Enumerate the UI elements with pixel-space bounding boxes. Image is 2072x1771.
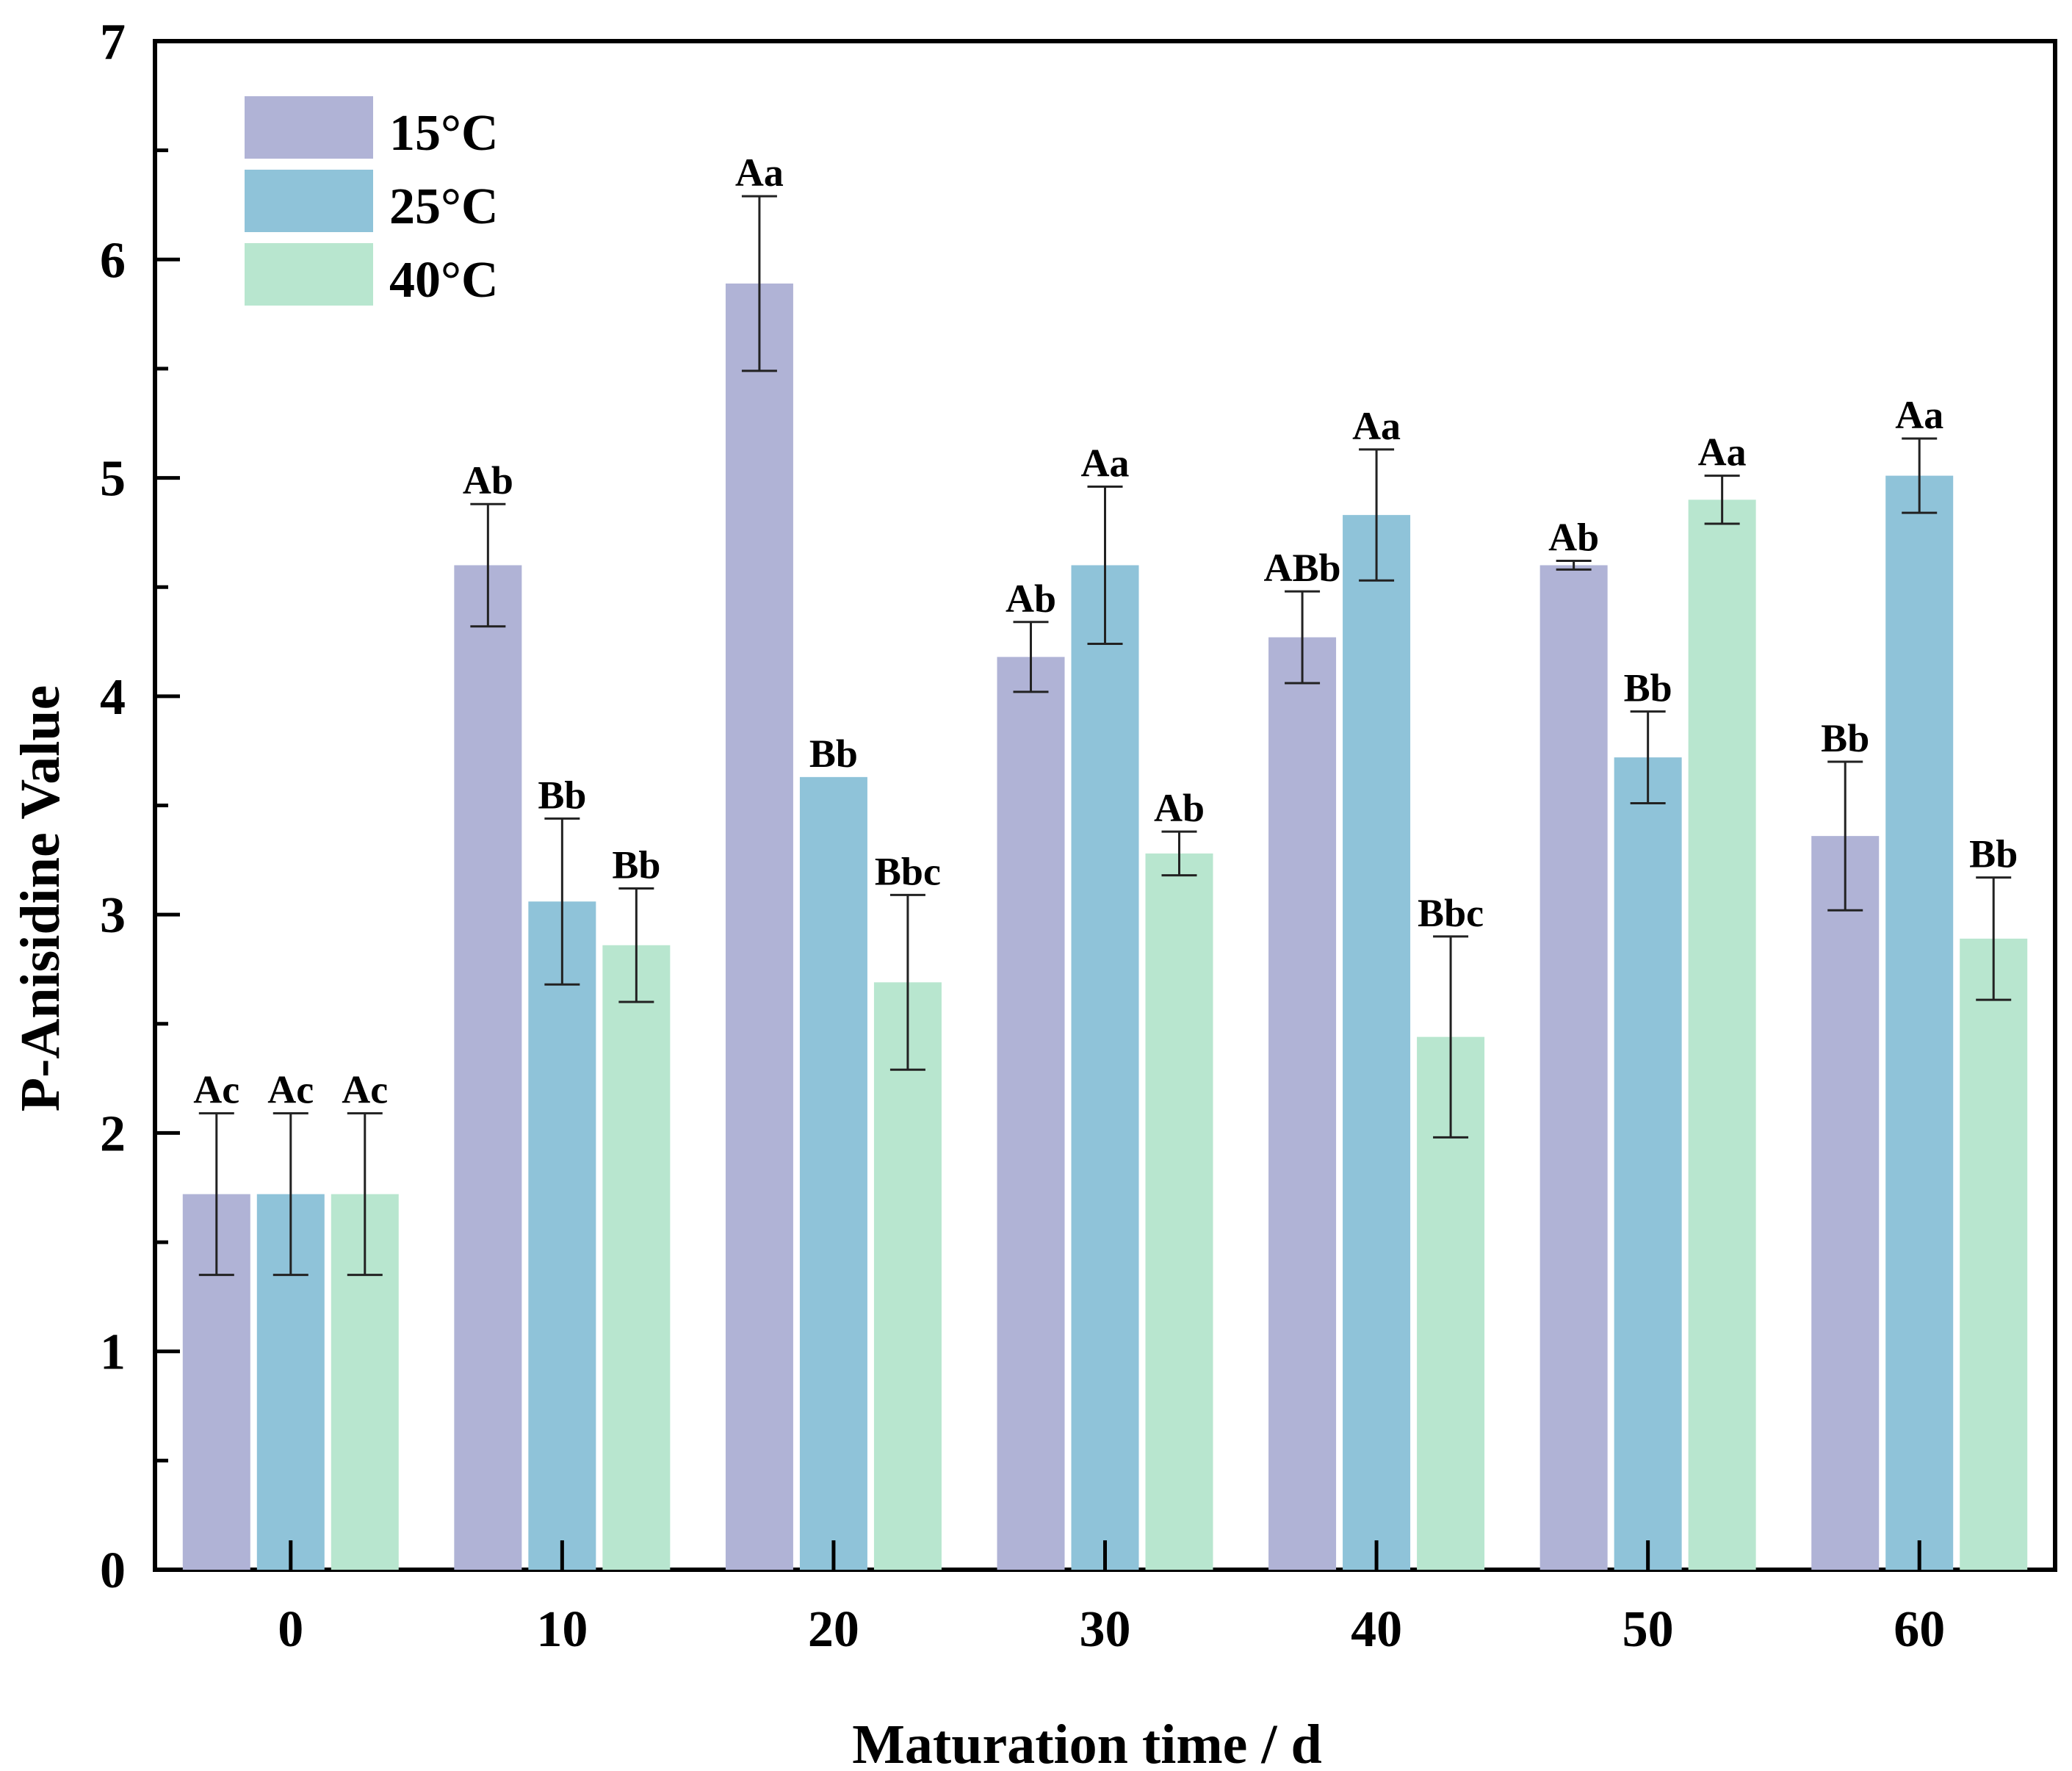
significance-label: Aa [735,151,784,195]
significance-label: Aa [1698,430,1747,475]
bar [1811,836,1880,1570]
x-tick-label: 0 [278,1601,303,1658]
significance-label: Ac [267,1068,314,1112]
bar [1268,637,1337,1570]
bar [528,901,596,1570]
legend-swatch [245,170,373,232]
y-tick-label: 2 [100,1105,126,1162]
bar [1688,499,1756,1570]
x-tick-label: 20 [808,1601,859,1658]
bar [873,982,942,1570]
bar [1885,475,1954,1570]
legend-swatch [245,96,373,159]
y-tick-label: 7 [100,14,126,71]
bar [1960,938,2028,1570]
bar [1539,565,1608,1570]
significance-label: Bb [1624,666,1672,710]
bar [799,776,867,1570]
y-tick-label: 5 [100,451,126,508]
legend-label: 25°C [389,178,499,235]
bar [602,945,671,1570]
y-tick-label: 3 [100,887,126,944]
x-axis-title: Maturation time / d [852,1714,1322,1771]
legend-swatch [245,243,373,306]
x-tick-label: 30 [1080,1601,1131,1658]
bar [1614,757,1682,1570]
significance-label: Aa [1081,441,1130,485]
bar [997,657,1065,1570]
significance-label: Bb [1969,832,2018,876]
x-tick-label: 60 [1894,1601,1945,1658]
bar [1343,515,1411,1570]
x-tick-label: 10 [536,1601,588,1658]
bar [454,565,522,1570]
x-tick-label: 40 [1351,1601,1402,1658]
y-axis-title: P-Anisidine Value [10,685,71,1112]
significance-label: Bb [538,773,586,817]
x-tick-label: 50 [1622,1601,1674,1658]
y-tick-label: 1 [100,1324,126,1381]
significance-label: Aa [1895,393,1943,437]
significance-label: Ab [1154,786,1205,830]
significance-label: Ab [463,458,513,502]
significance-label: Ab [1548,516,1599,560]
legend-label: 15°C [389,105,499,162]
legend-label: 40°C [389,252,499,309]
significance-label: Bbc [1418,891,1484,935]
significance-label: Bb [612,843,660,887]
significance-label: Bb [1821,716,1869,760]
bar [1145,853,1213,1570]
bar [1071,565,1139,1570]
significance-label: Ac [342,1068,388,1112]
y-tick-label: 4 [100,669,126,726]
significance-label: ABb [1264,546,1341,590]
y-tick-label: 6 [100,232,126,289]
significance-label: Ac [193,1068,239,1112]
y-tick-label: 0 [100,1543,126,1599]
significance-label: Ab [1006,577,1056,621]
bar [725,283,793,1570]
significance-label: Bb [809,732,858,776]
significance-label: Bbc [875,849,941,893]
significance-label: Aa [1352,404,1401,448]
